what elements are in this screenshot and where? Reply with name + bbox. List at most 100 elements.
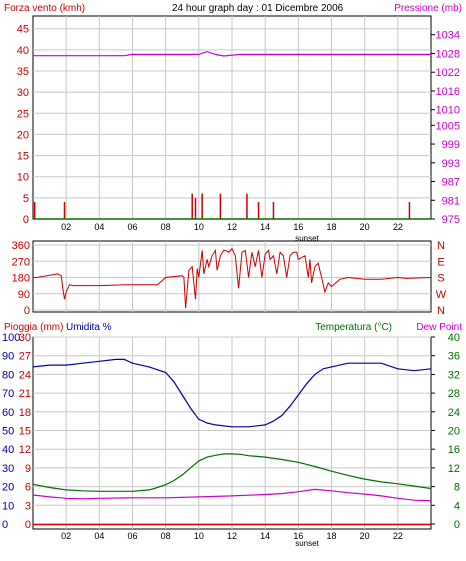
rain-axis-ticks: 0 3 6 9 12 15 18 21 24 27 30	[19, 332, 31, 531]
temperature-axis-label: Temperatura (°C)	[315, 322, 392, 333]
temperature-tick-label: 20	[448, 426, 460, 438]
x-tick-label: 14	[260, 222, 270, 232]
x-tick-label: 18	[326, 531, 336, 541]
compass-tick-label: W	[436, 289, 447, 301]
rain-tick-label: 9	[25, 463, 31, 475]
rain-tick-label: 3	[25, 500, 31, 512]
dewpoint-axis-label: Dew Point	[416, 322, 462, 333]
compass-tick-label: N	[437, 240, 445, 252]
rain-tick-label: 6	[25, 482, 31, 494]
pressure-tick-label: 981	[442, 195, 460, 207]
x-tick-label: 12	[227, 531, 237, 541]
wind-tick-label: 0	[23, 214, 29, 226]
humidity-tick-label: 80	[2, 369, 14, 381]
direction-tick-label: 90	[18, 289, 30, 301]
x-tick-label: 02	[61, 222, 71, 232]
dewpoint-line	[32, 488, 432, 502]
humidity-tick-label: 30	[2, 463, 14, 475]
panel-wind-direction-grid	[33, 241, 431, 312]
pressure-tick-label: 987	[442, 177, 460, 189]
x-tick-label: 08	[161, 531, 171, 541]
compass-tick-label: S	[437, 273, 444, 285]
x-tick-label: 04	[94, 531, 104, 541]
x-tick-label: 12	[227, 222, 237, 232]
pressure-tick-label: 1028	[436, 48, 460, 60]
humidity-line	[32, 358, 432, 428]
humidity-tick-label: 0	[2, 519, 8, 531]
x-tick-label: 06	[127, 531, 137, 541]
humidity-tick-label: 100	[2, 332, 20, 344]
rain-tick-label: 30	[19, 332, 31, 344]
rain-tick-label: 12	[19, 444, 31, 456]
wind-axis-label: Forza vento (kmh)	[4, 3, 85, 14]
pressure-tick-label: 1016	[436, 86, 460, 98]
x-tick-label: 22	[393, 222, 403, 232]
direction-tick-label: 270	[12, 256, 30, 268]
compass-tick-label: N	[437, 305, 445, 317]
wind-tick-label: 5	[23, 193, 29, 205]
temperature-tick-label: 28	[448, 388, 460, 400]
x-tick-label: 20	[360, 531, 370, 541]
pressure-line	[33, 50, 431, 57]
x-tick-label: 04	[94, 222, 104, 232]
temperature-tick-label: 0	[454, 519, 460, 531]
x-tick-label: 08	[161, 222, 171, 232]
x-tick-label: 20	[360, 222, 370, 232]
pressure-tick-label: 1005	[436, 120, 460, 132]
direction-tick-label: 180	[12, 273, 30, 285]
wind-tick-label: 10	[17, 172, 29, 184]
x-tick-label: 22	[393, 531, 403, 541]
page-title: 24 hour graph day : 01 Dicembre 2006	[172, 3, 344, 14]
humidity-tick-label: 20	[2, 482, 14, 494]
pressure-tick-label: 1022	[436, 67, 460, 79]
wind-tick-label: 30	[17, 87, 29, 99]
direction-tick-label: 360	[12, 240, 30, 252]
x-tick-label: 02	[61, 531, 71, 541]
x-tick-label: 10	[194, 531, 204, 541]
x-tick-label: 06	[127, 222, 137, 232]
temperature-tick-label: 36	[448, 351, 460, 363]
rain-tick-label: 0	[25, 519, 31, 531]
temperature-tick-label: 16	[448, 444, 460, 456]
rain-tick-label: 18	[19, 407, 31, 419]
panel-wind-direction-series	[33, 247, 432, 309]
humidity-tick-label: 40	[2, 444, 14, 456]
temperature-tick-label: 40	[448, 332, 460, 344]
sunset-marker-2: sunset	[295, 539, 319, 548]
direction-degree-ticks: 0 90 180 270 360	[12, 240, 30, 317]
temperature-tick-label: 24	[448, 407, 460, 419]
sunset-marker-1: sunset	[295, 234, 319, 243]
rain-tick-label: 24	[19, 369, 31, 381]
panel-wind-pressure-series	[33, 50, 431, 220]
temperature-tick-label: 32	[448, 369, 460, 381]
x-tick-label: 18	[326, 222, 336, 232]
humidity-tick-label: 10	[2, 500, 14, 512]
panel-wind-pressure-x-ticks: 02 04 06 08 10 12 14 16 18 20 22	[61, 222, 403, 232]
compass-tick-label: E	[437, 256, 444, 268]
temperature-line	[32, 453, 432, 492]
wind-tick-label: 15	[17, 151, 29, 163]
x-tick-label: 16	[293, 531, 303, 541]
wind-tick-label: 20	[17, 129, 29, 141]
humidity-tick-label: 50	[2, 426, 14, 438]
pressure-tick-label: 1034	[436, 30, 460, 42]
temperature-tick-label: 4	[454, 500, 460, 512]
humidity-axis-ticks: 0 10 20 30 40 50 60 70 80 90 100	[2, 332, 20, 531]
temperature-tick-label: 12	[448, 463, 460, 475]
rain-tick-label: 15	[19, 426, 31, 438]
wind-direction-line	[33, 247, 432, 309]
wind-tick-label: 40	[17, 45, 29, 57]
pressure-axis-ticks: 975 981 987 993 999 1005 1010 1016 1022 1028 1034	[431, 30, 460, 226]
humidity-axis-label: Umidita %	[66, 322, 112, 333]
rain-tick-label: 21	[19, 388, 31, 400]
pressure-tick-label: 993	[442, 158, 460, 170]
direction-tick-label: 0	[24, 305, 30, 317]
wind-tick-label: 45	[17, 24, 29, 36]
wind-tick-label: 25	[17, 108, 29, 120]
x-tick-label: 10	[194, 222, 204, 232]
humidity-tick-label: 70	[2, 388, 14, 400]
temperature-tick-label: 8	[454, 482, 460, 494]
panel-rain-humidity-temperature-series	[32, 358, 432, 526]
